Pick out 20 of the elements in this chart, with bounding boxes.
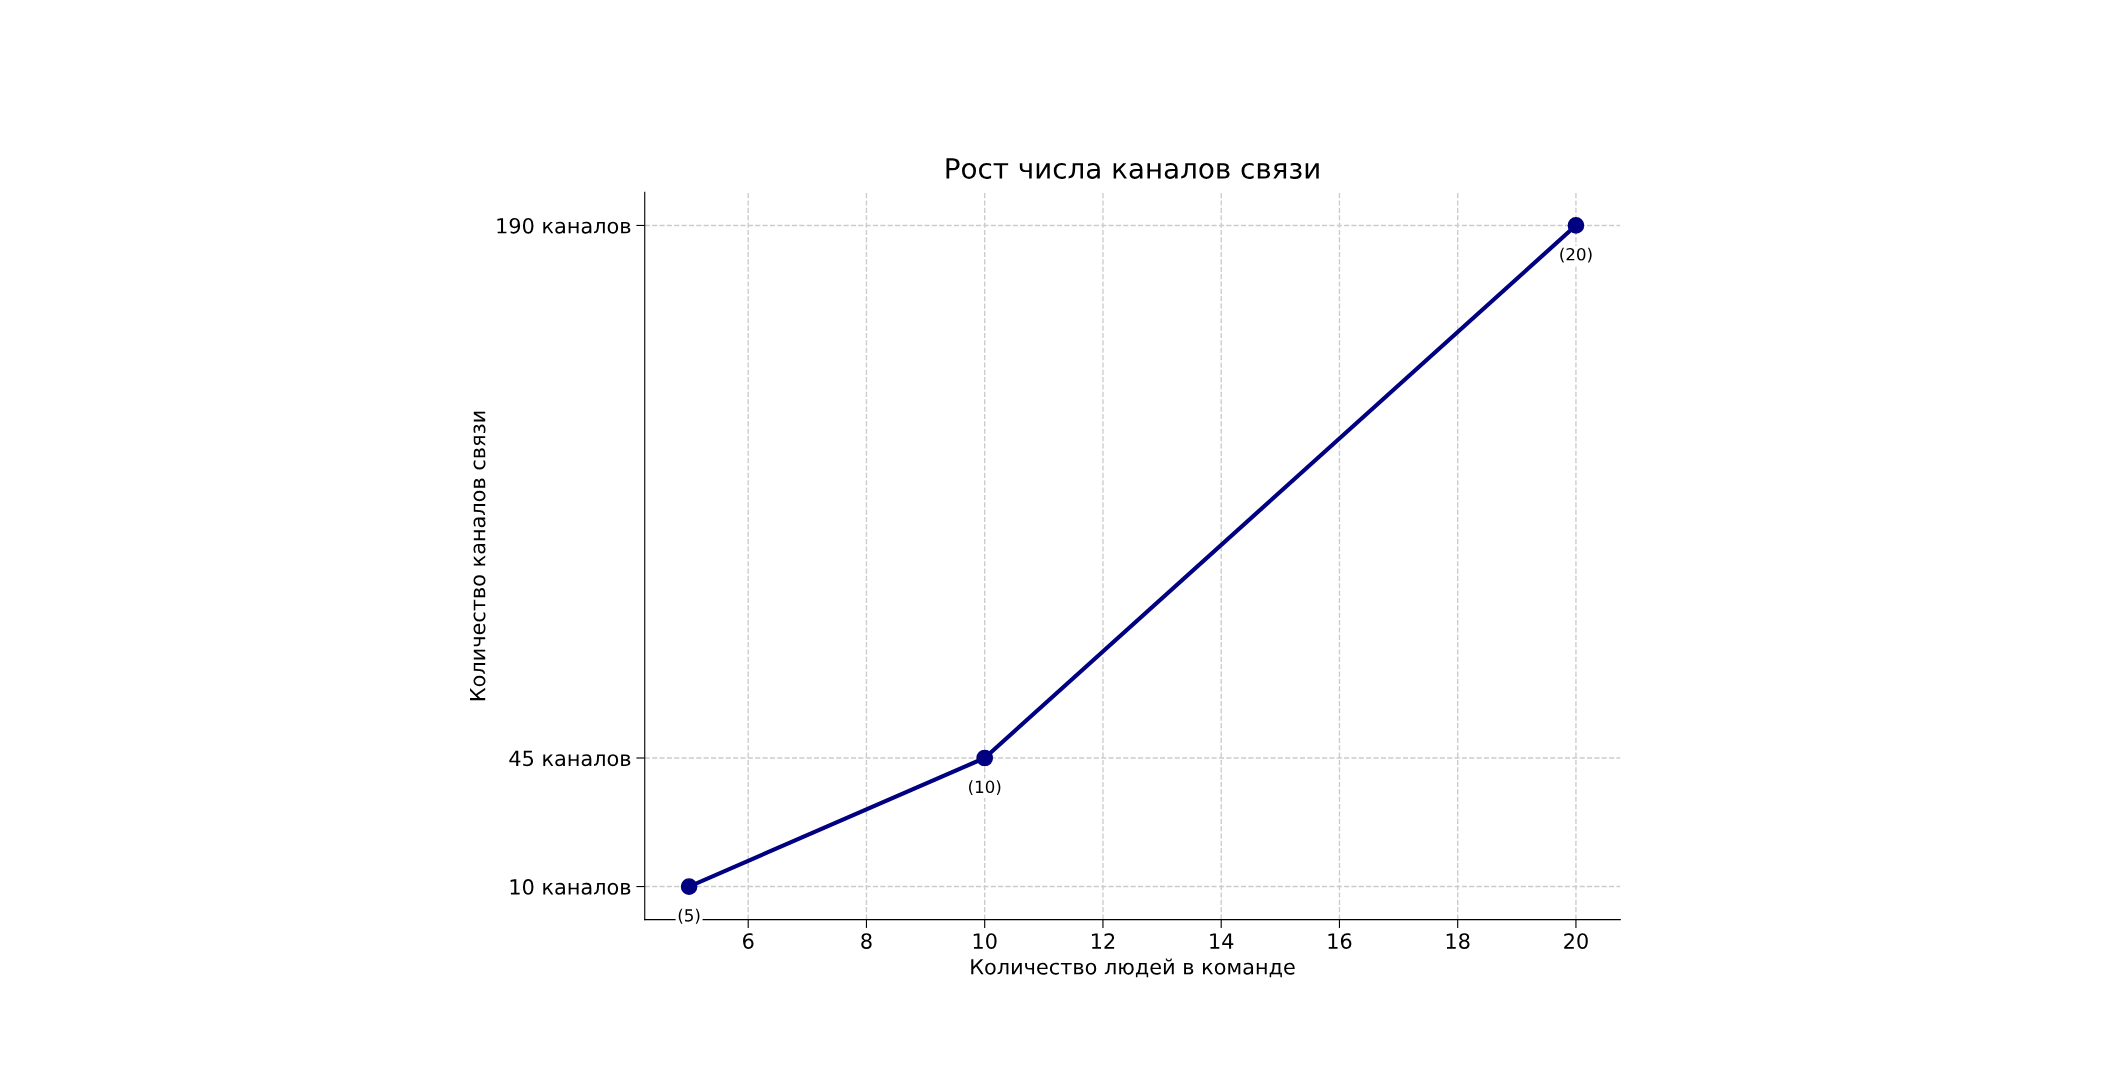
y-tick-label: 190 каналов xyxy=(497,217,631,234)
annotation: (10) xyxy=(969,780,1001,796)
annotation: (20) xyxy=(1560,247,1592,263)
point xyxy=(680,878,698,895)
x-tick-label: 6 xyxy=(743,933,754,949)
x-tick-label: 8 xyxy=(861,933,872,949)
annotation: (5) xyxy=(678,908,700,924)
x-tick-label: 14 xyxy=(1210,933,1234,949)
y-tick-label: 45 каналов xyxy=(509,750,631,767)
x-axis-title: Количество людей в команде xyxy=(971,958,1295,978)
x-tick-label: 16 xyxy=(1328,933,1352,949)
x-tick-label: 20 xyxy=(1564,933,1588,949)
y-tick-label: 10 каналов xyxy=(510,879,631,895)
point xyxy=(1567,217,1585,234)
chart-title: Рост числа каналов связи xyxy=(946,158,1319,179)
point xyxy=(976,749,994,767)
y-axis-title: Количество каналов связи xyxy=(470,411,486,701)
x-tick-label: 12 xyxy=(1091,933,1115,949)
x-tick-label: 18 xyxy=(1446,933,1470,949)
x-tick-label: 10 xyxy=(973,933,997,949)
